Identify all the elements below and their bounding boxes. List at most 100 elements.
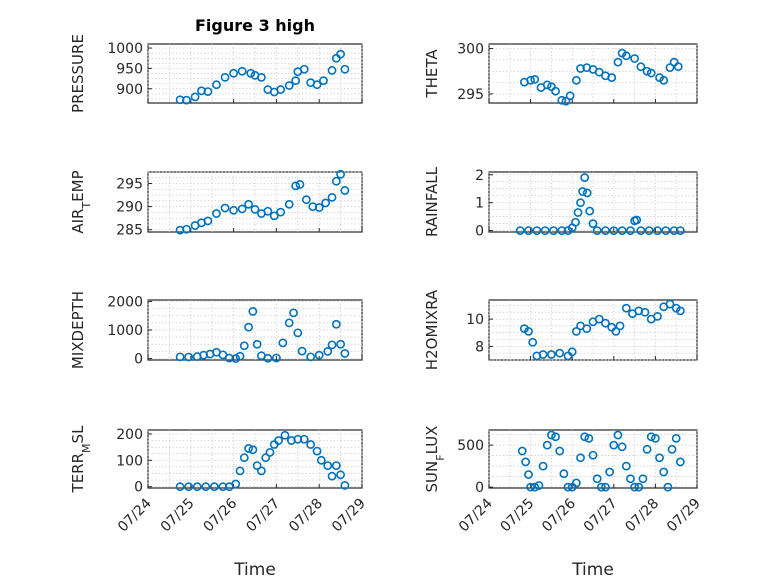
x-tick-label: 07/27 (243, 496, 283, 536)
data-point (530, 482, 540, 492)
subplot-h2omixra: 8 10 H2OMIXRA (423, 289, 698, 370)
data-point (340, 349, 350, 358)
data-point (542, 80, 552, 90)
data-point (299, 64, 309, 74)
data-point (621, 461, 631, 471)
data-point (271, 353, 281, 363)
data-point (571, 75, 581, 85)
data-point (244, 322, 253, 332)
data-point (601, 226, 610, 236)
x-tick-label: 07/25 (498, 496, 538, 536)
data-point (528, 337, 538, 347)
data-point (212, 80, 221, 90)
data-point (607, 73, 617, 82)
data-point (655, 453, 664, 463)
data-point (534, 481, 544, 490)
y-tick-label: 8 (475, 339, 484, 355)
data-point (203, 87, 213, 97)
data-point (567, 347, 577, 357)
data-point (280, 430, 290, 440)
data-point (540, 226, 550, 236)
data-point (246, 68, 256, 78)
data-point (314, 350, 324, 360)
data-point (201, 482, 211, 492)
data-point (278, 338, 288, 348)
data-point (299, 434, 309, 444)
subplot-pressure: 900 950 1000 PRESSURE Figure 3 high (69, 16, 363, 113)
data-point (190, 92, 200, 102)
data-point (235, 466, 245, 476)
x-tick-label: 07/28 (286, 496, 326, 536)
x-axis-label: Time (571, 560, 614, 580)
data-point (291, 76, 301, 86)
data-point (538, 350, 548, 359)
y-axis-label: SUNFLUX (423, 426, 447, 493)
data-point (327, 471, 337, 481)
chart-title: Figure 3 high (195, 16, 315, 35)
data-point (175, 352, 185, 362)
data-point (306, 352, 316, 362)
data-point (312, 80, 322, 90)
y-tick-label: 295 (116, 177, 143, 193)
y-tick-label: 1000 (107, 41, 143, 57)
data-point (263, 206, 273, 216)
x-tick-label: 07/24 (456, 495, 496, 535)
data-point (524, 470, 533, 479)
data-point (239, 453, 249, 463)
data-point (248, 445, 258, 455)
y-tick-label: 2 (475, 168, 484, 184)
x-axis-label: Time (233, 560, 276, 580)
data-point (336, 339, 345, 349)
data-point (276, 85, 286, 94)
data-point (212, 209, 221, 218)
subplot-theta: 295 300 THETA (423, 42, 698, 106)
data-point (327, 192, 337, 202)
y-tick-label: 0 (475, 224, 484, 240)
data-point (321, 198, 331, 208)
data-point (659, 75, 669, 85)
y-axis-label: RAINFALL (423, 166, 441, 237)
data-point (653, 226, 662, 236)
data-point (257, 72, 266, 82)
data-point (263, 353, 273, 363)
data-point (576, 198, 585, 208)
data-point (621, 51, 631, 61)
subplot-terr_msl: 0 100 200 07/24 07/25 07/26 07/27 07/28 07/29 TER… (69, 425, 369, 580)
data-point (667, 444, 677, 454)
data-point (526, 75, 535, 85)
data-point (594, 67, 604, 77)
data-point (651, 434, 660, 443)
data-point (237, 204, 247, 214)
y-tick-label: 10 (466, 312, 484, 328)
y-tick-label: 300 (457, 42, 484, 58)
data-point (663, 482, 673, 492)
data-point (551, 432, 560, 442)
data-point (336, 470, 345, 480)
data-point (613, 57, 623, 67)
data-point (665, 299, 675, 309)
data-point (611, 326, 621, 336)
data-point (284, 81, 294, 90)
data-point (257, 466, 266, 476)
data-point (613, 430, 623, 440)
data-point (209, 482, 219, 492)
data-point (229, 68, 238, 78)
data-point (594, 314, 604, 324)
data-point (274, 436, 283, 445)
data-point (661, 226, 671, 236)
data-point (316, 455, 326, 465)
y-tick-label: 2000 (107, 294, 143, 310)
data-point (336, 169, 345, 179)
data-point (646, 432, 656, 442)
data-point (237, 66, 247, 76)
y-tick-label: 200 (116, 427, 143, 443)
data-point (327, 66, 337, 75)
data-point (638, 474, 648, 484)
data-point (538, 461, 548, 471)
data-point (231, 479, 241, 489)
data-point (578, 187, 587, 196)
data-point (239, 341, 249, 351)
data-point (573, 208, 583, 217)
data-point (331, 461, 341, 470)
data-point (617, 442, 627, 452)
